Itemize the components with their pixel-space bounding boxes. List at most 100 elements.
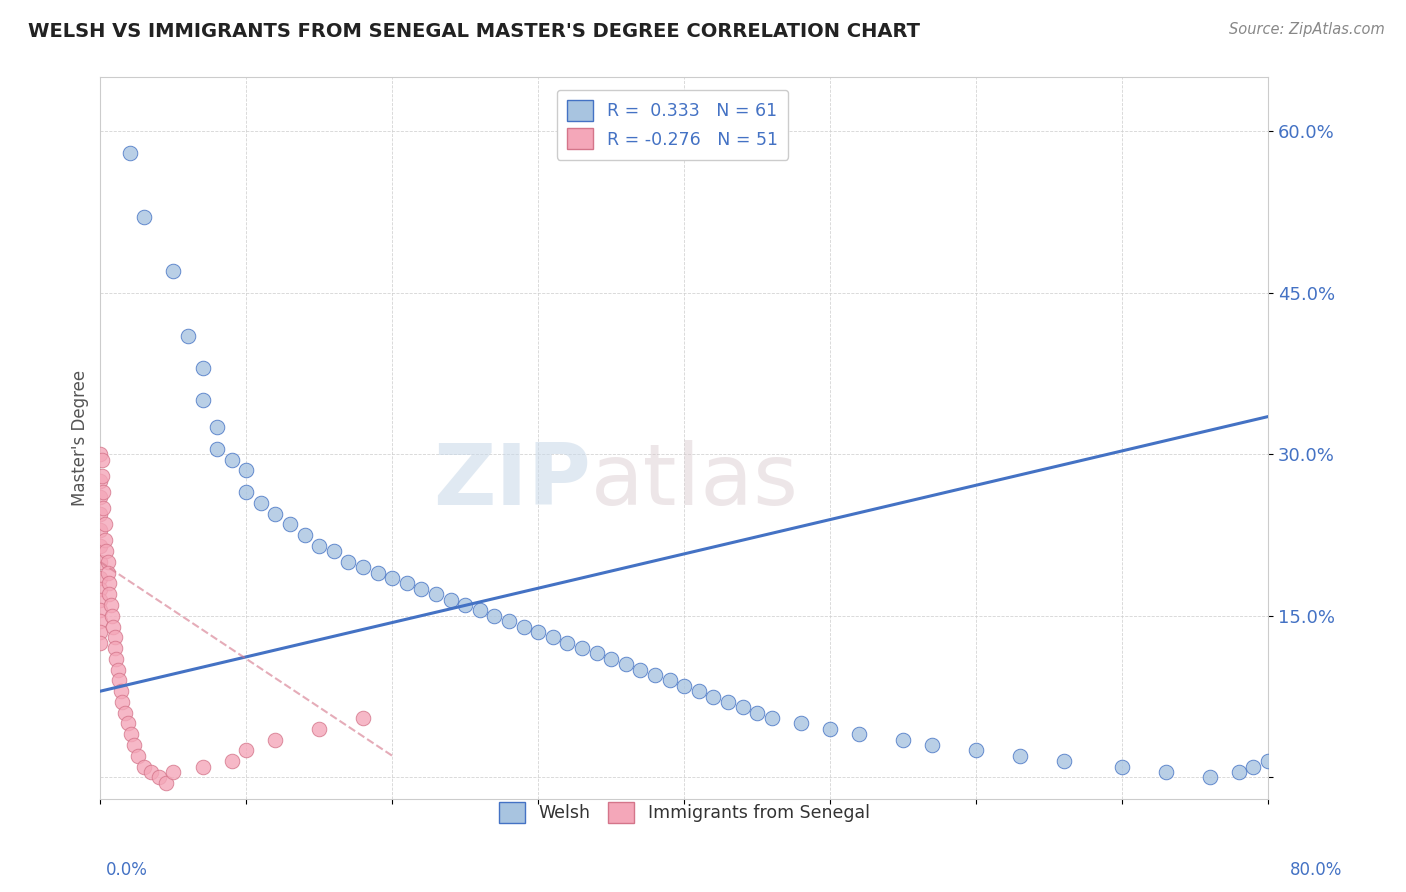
Point xyxy=(294,528,316,542)
Point xyxy=(264,732,287,747)
Point xyxy=(425,587,447,601)
Point xyxy=(322,544,344,558)
Point xyxy=(352,560,374,574)
Point xyxy=(965,743,987,757)
Point xyxy=(114,706,136,720)
Text: ZIP: ZIP xyxy=(433,440,591,523)
Point xyxy=(134,759,156,773)
Point xyxy=(191,361,214,376)
Point xyxy=(381,571,404,585)
Point xyxy=(235,463,257,477)
Point xyxy=(790,716,813,731)
Legend: Welsh, Immigrants from Senegal: Welsh, Immigrants from Senegal xyxy=(492,795,877,830)
Point xyxy=(89,491,111,505)
Point xyxy=(264,507,287,521)
Point xyxy=(89,614,111,628)
Point xyxy=(512,619,534,633)
Point xyxy=(745,706,768,720)
Point xyxy=(818,722,841,736)
Point xyxy=(395,576,418,591)
Point xyxy=(367,566,389,580)
Point xyxy=(148,770,170,784)
Point xyxy=(93,533,115,548)
Point xyxy=(141,764,163,779)
Point xyxy=(439,592,461,607)
Point xyxy=(104,631,127,645)
Point xyxy=(155,775,177,789)
Point xyxy=(97,555,120,569)
Text: 0.0%: 0.0% xyxy=(105,861,148,879)
Point xyxy=(89,447,111,461)
Point xyxy=(91,485,114,500)
Point xyxy=(541,631,564,645)
Point xyxy=(105,652,128,666)
Point xyxy=(1227,764,1250,779)
Text: WELSH VS IMMIGRANTS FROM SENEGAL MASTER'S DEGREE CORRELATION CHART: WELSH VS IMMIGRANTS FROM SENEGAL MASTER'… xyxy=(28,22,920,41)
Point xyxy=(411,582,433,596)
Point xyxy=(527,624,550,639)
Point xyxy=(89,539,111,553)
Point xyxy=(89,592,111,607)
Point xyxy=(585,647,607,661)
Point xyxy=(127,748,149,763)
Point xyxy=(761,711,783,725)
Point xyxy=(104,641,127,656)
Point xyxy=(89,474,111,488)
Point xyxy=(614,657,637,672)
Point xyxy=(122,738,145,752)
Point xyxy=(177,329,200,343)
Point xyxy=(352,711,374,725)
Point xyxy=(118,145,141,160)
Point xyxy=(628,663,651,677)
Point xyxy=(111,695,134,709)
Point xyxy=(600,652,623,666)
Point xyxy=(484,608,506,623)
Point xyxy=(557,636,579,650)
Point xyxy=(98,576,121,591)
Point xyxy=(921,738,943,752)
Point xyxy=(337,555,360,569)
Point xyxy=(571,641,593,656)
Point xyxy=(89,603,111,617)
Point xyxy=(162,264,184,278)
Point xyxy=(90,468,112,483)
Point xyxy=(205,442,228,456)
Point xyxy=(1257,754,1279,768)
Point xyxy=(117,716,139,731)
Point xyxy=(89,571,111,585)
Point xyxy=(90,452,112,467)
Point xyxy=(1154,764,1177,779)
Point xyxy=(644,668,666,682)
Point xyxy=(1111,759,1133,773)
Point xyxy=(498,614,520,628)
Point xyxy=(278,517,301,532)
Point xyxy=(658,673,681,688)
Point xyxy=(717,695,740,709)
Text: atlas: atlas xyxy=(591,440,799,523)
Point xyxy=(235,743,257,757)
Point xyxy=(110,684,132,698)
Point xyxy=(100,598,122,612)
Point xyxy=(308,722,330,736)
Point xyxy=(91,501,114,516)
Point xyxy=(89,507,111,521)
Point xyxy=(89,523,111,537)
Point xyxy=(688,684,710,698)
Point xyxy=(1008,748,1031,763)
Point xyxy=(108,673,131,688)
Point xyxy=(702,690,724,704)
Point xyxy=(308,539,330,553)
Y-axis label: Master's Degree: Master's Degree xyxy=(72,370,89,506)
Point xyxy=(221,452,243,467)
Point xyxy=(103,619,125,633)
Point xyxy=(1241,759,1264,773)
Point xyxy=(468,603,491,617)
Point xyxy=(221,754,243,768)
Point xyxy=(673,679,696,693)
Point xyxy=(89,582,111,596)
Point xyxy=(93,517,115,532)
Point xyxy=(101,608,124,623)
Text: Source: ZipAtlas.com: Source: ZipAtlas.com xyxy=(1229,22,1385,37)
Point xyxy=(891,732,914,747)
Point xyxy=(235,485,257,500)
